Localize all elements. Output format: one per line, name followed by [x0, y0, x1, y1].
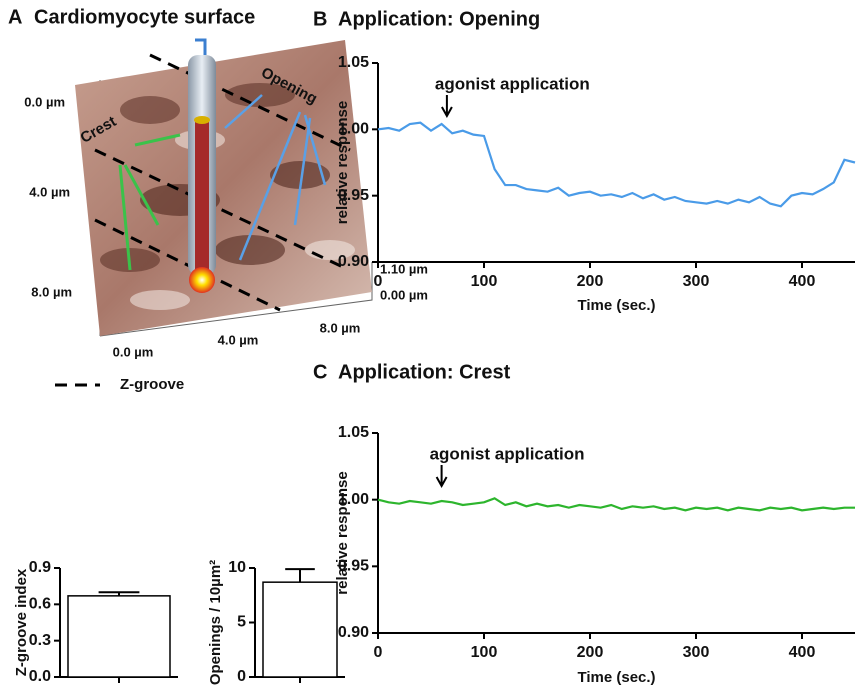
panel-letter: B	[313, 8, 327, 30]
axis-label: 4.0 µm	[218, 332, 259, 347]
y-axis-label: Openings / 10µm²	[207, 560, 224, 685]
bar	[263, 582, 337, 677]
y-tick-label: 1.05	[338, 424, 369, 441]
axis-label: 1.10 µm	[380, 261, 428, 276]
y-axis-label: relative response	[334, 101, 351, 224]
panel-title: Cardiomyocyte surface	[34, 6, 255, 28]
annotation: agonist application	[430, 444, 585, 463]
x-tick-label: 200	[577, 273, 604, 290]
annotation-arrow	[442, 95, 452, 116]
legend-label: Z-groove	[120, 376, 184, 393]
chart-title: Application: Opening	[338, 8, 540, 30]
x-axis-label: Time (sec.)	[577, 297, 655, 314]
annotation-arrow	[437, 465, 447, 486]
panel-letter: C	[313, 361, 327, 383]
y-tick-label: 0.6	[29, 596, 51, 613]
x-tick-label: 100	[471, 644, 498, 661]
error-bar	[285, 569, 315, 582]
line-series	[378, 498, 855, 510]
y-tick-label: 5	[237, 614, 246, 631]
axis-label: 0.0 µm	[24, 94, 65, 109]
x-tick-label: 0	[374, 273, 383, 290]
y-axis-label: Z-groove index	[13, 568, 30, 676]
y-tick-label: 0	[237, 668, 246, 685]
x-tick-label: 300	[683, 644, 710, 661]
x-tick-label: 0	[374, 644, 383, 661]
y-tick-label: 0.9	[29, 559, 51, 576]
figure: A Cardiomyocyte surface 0.0 µm 4.0 µm 8.…	[0, 0, 862, 694]
x-tick-label: 400	[789, 644, 816, 661]
axis-label: 8.0 µm	[31, 284, 72, 299]
y-tick-label: 0.90	[338, 624, 369, 641]
annotation: agonist application	[435, 74, 590, 93]
y-tick-label: 0.3	[29, 632, 51, 649]
axis-label: 0.0 µm	[113, 344, 154, 359]
y-axis-label: relative response	[334, 471, 351, 594]
bar	[68, 596, 170, 677]
axis-label: 0.00 µm	[380, 287, 428, 302]
axis-label: 4.0 µm	[29, 184, 70, 199]
x-tick-label: 300	[683, 273, 710, 290]
y-tick-label: 0.90	[338, 253, 369, 270]
x-tick-label: 200	[577, 644, 604, 661]
x-tick-label: 400	[789, 273, 816, 290]
y-tick-label: 0.0	[29, 668, 51, 685]
axis-label: 8.0 µm	[320, 320, 361, 335]
chart-title: Application: Crest	[338, 361, 511, 383]
y-tick-label: 1.05	[338, 54, 369, 71]
y-tick-label: 10	[228, 559, 246, 576]
x-tick-label: 100	[471, 273, 498, 290]
x-axis-label: Time (sec.)	[577, 669, 655, 686]
line-series	[378, 123, 855, 207]
panel-letter: A	[8, 6, 22, 28]
